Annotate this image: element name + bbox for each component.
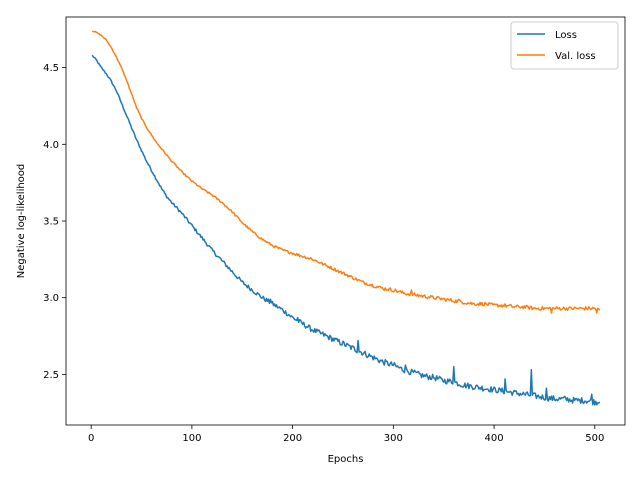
legend-label: Val. loss [555,51,596,62]
y-tick-label: 3.0 [43,293,59,304]
x-axis-title: Epochs [328,454,364,465]
plot-area [66,17,625,425]
y-axis: 2.5 3.0 3.5 4.0 4.5 [43,63,66,381]
x-tick-label: 400 [485,433,504,444]
series-line-loss [91,54,601,406]
x-tick-label: 500 [585,433,604,444]
series-line-val-loss [91,30,601,314]
x-tick-label: 0 [88,433,94,444]
legend: Loss Val. loss [510,21,619,70]
series-layer [91,30,601,406]
y-tick-label: 3.5 [43,217,59,228]
x-tick-label: 300 [384,433,403,444]
y-tick-label: 4.5 [43,63,59,74]
x-tick-label: 200 [283,433,302,444]
y-axis-title: Negative log-likelihood [16,164,27,279]
x-axis: 0 100 200 300 400 500 [88,425,604,444]
y-tick-label: 4.0 [43,140,59,151]
x-tick-label: 100 [182,433,201,444]
y-tick-label: 2.5 [43,370,59,381]
legend-label: Loss [555,30,577,41]
